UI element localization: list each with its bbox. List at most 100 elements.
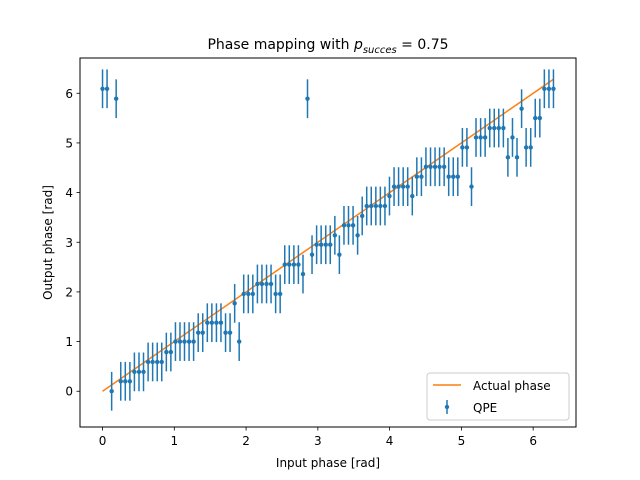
- qpe-point: [387, 193, 392, 199]
- qpe-point: [173, 339, 178, 344]
- qpe-point: [464, 145, 470, 150]
- qpe-point: [282, 262, 287, 267]
- qpe-point: [533, 115, 538, 121]
- qpe-point: [496, 125, 501, 131]
- qpe-point: [487, 125, 492, 131]
- legend-qpe-label: QPE: [473, 401, 497, 415]
- y-tick-label: 5: [65, 136, 73, 150]
- qpe-point: [473, 135, 479, 140]
- qpe-point: [428, 164, 433, 169]
- qpe-point: [255, 281, 260, 287]
- qpe-point: [246, 291, 251, 297]
- x-tick-label: 4: [386, 434, 394, 448]
- x-tick-label: 6: [529, 434, 537, 448]
- qpe-point: [432, 164, 438, 169]
- qpe-point: [328, 242, 333, 247]
- qpe-point: [177, 339, 183, 344]
- y-tick-label: 4: [65, 186, 73, 200]
- y-tick-label: 0: [65, 385, 73, 399]
- qpe-point: [132, 369, 137, 375]
- qpe-point: [501, 125, 506, 131]
- qpe-point: [127, 379, 133, 384]
- y-tick-label: 6: [65, 87, 73, 101]
- qpe-point: [182, 339, 187, 344]
- qpe-point: [155, 359, 160, 365]
- qpe-point: [291, 262, 297, 267]
- qpe-point: [196, 330, 201, 335]
- qpe-point: [268, 281, 274, 287]
- qpe-point: [145, 359, 151, 365]
- qpe-point: [369, 203, 374, 209]
- qpe-point: [355, 233, 360, 238]
- x-tick-label: 3: [314, 434, 322, 448]
- y-tick-label: 2: [65, 285, 73, 299]
- qpe-point: [218, 320, 224, 325]
- qpe-point: [551, 86, 556, 91]
- actual-phase-line: [102, 78, 554, 392]
- qpe-point: [373, 203, 379, 209]
- qpe-point: [250, 291, 256, 297]
- qpe-point: [510, 135, 515, 140]
- x-tick-label: 2: [242, 434, 250, 448]
- actual-phase-layer: [102, 78, 554, 392]
- qpe-point: [455, 174, 460, 179]
- qpe-point: [469, 184, 474, 189]
- qpe-point: [405, 184, 410, 189]
- qpe-point: [241, 291, 246, 297]
- qpe-point: [164, 349, 169, 355]
- qpe-point: [492, 125, 497, 131]
- qpe-point: [514, 155, 520, 160]
- qpe-point: [410, 193, 415, 199]
- x-tick-label: 1: [170, 434, 178, 448]
- qpe-point: [341, 223, 347, 228]
- qpe-point: [446, 174, 451, 179]
- qpe-point: [118, 379, 123, 384]
- qpe-point: [232, 301, 237, 306]
- qpe-point: [546, 86, 552, 91]
- qpe-point: [104, 86, 110, 91]
- qpe-point: [318, 242, 324, 247]
- qpe-point: [460, 145, 465, 150]
- qpe-point: [400, 184, 406, 189]
- legend-qpe-marker: [444, 404, 450, 410]
- x-tick-label: 5: [458, 434, 466, 448]
- qpe-point: [423, 164, 429, 169]
- qpe-point: [191, 339, 196, 344]
- qpe-point: [305, 96, 310, 101]
- qpe-point: [109, 389, 114, 394]
- qpe-point: [314, 242, 319, 247]
- qpe-point: [123, 379, 128, 384]
- qpe-point: [505, 155, 511, 160]
- qpe-point: [150, 359, 155, 365]
- qpe-point: [168, 349, 174, 355]
- qpe-point: [141, 369, 146, 375]
- qpe-point: [528, 145, 533, 150]
- qpe-point: [159, 359, 164, 365]
- qpe-point: [396, 184, 401, 189]
- qpe-point: [113, 96, 119, 101]
- chart-title: Phase mapping with psucces = 0.75: [207, 37, 448, 56]
- qpe-point: [346, 223, 351, 228]
- x-axis-label: Input phase [rad]: [276, 456, 380, 470]
- qpe-point: [214, 320, 219, 325]
- qpe-point: [350, 223, 356, 228]
- qpe-point: [236, 339, 242, 344]
- qpe-point: [186, 339, 192, 344]
- qpe-point: [223, 330, 228, 335]
- qpe-point: [264, 281, 269, 287]
- qpe-point: [537, 115, 543, 121]
- qpe-point: [437, 164, 442, 169]
- qpe-point: [337, 252, 342, 257]
- qpe-point: [227, 330, 233, 335]
- qpe-point: [205, 320, 210, 325]
- qpe-point: [273, 291, 278, 297]
- qpe-point: [414, 174, 420, 179]
- qpe-point: [391, 184, 397, 189]
- qpe-point: [451, 174, 456, 179]
- qpe-point: [478, 135, 483, 140]
- qpe-point: [209, 320, 215, 325]
- qpe-point: [287, 262, 292, 267]
- qpe-point: [332, 233, 338, 238]
- qpe-point: [542, 86, 547, 91]
